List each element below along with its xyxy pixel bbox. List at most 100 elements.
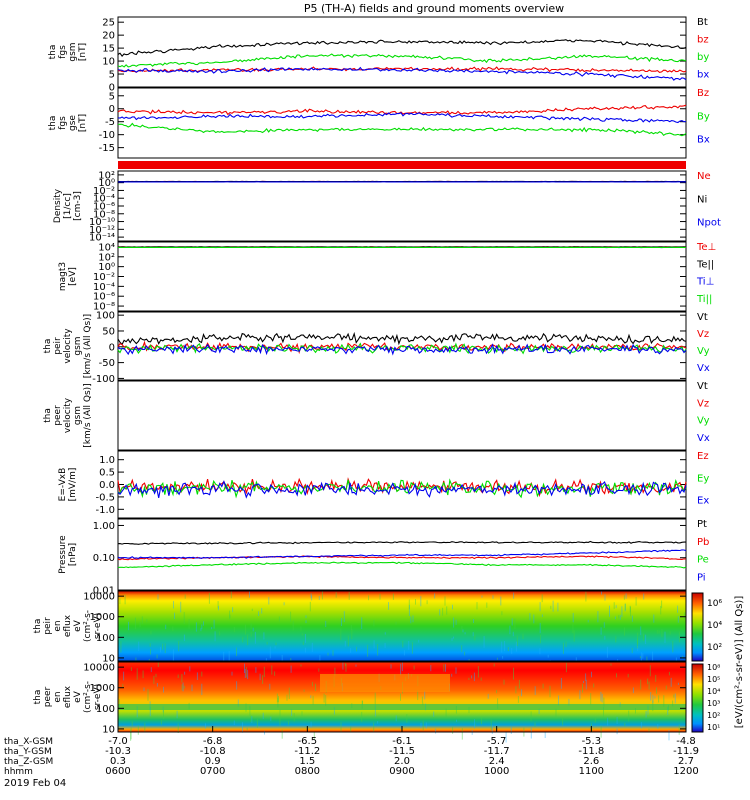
legend-Vy: Vy [697,416,710,427]
temperature-frame [117,241,687,312]
legend-Bx: Bx [697,135,710,146]
ytick-label: 10⁻¹² [89,225,115,236]
xaxis-row-label: tha_Y-GSM [4,747,52,757]
ytick-label: 1.0 [99,455,115,466]
xaxis-value: 2.6 [583,756,599,767]
legend-Ex: Ex [697,496,709,507]
series-fgs-mag-bz [117,66,687,74]
ytick-label: 100 [96,311,115,322]
ylabel: gsm [73,406,83,425]
ylabel: tha [33,619,43,634]
xaxis-value: 0600 [105,766,130,777]
colorbar-label: [eV/(cm²-s-sr-eV)] (All Qs)] [734,596,745,729]
ylabel: (cm²-s- [83,610,93,642]
ylabel: eflux [63,685,73,708]
colorbar-tick: 10¹ [707,723,720,732]
ytick-label: 10⁴ [98,242,115,253]
xaxis-value: 0.3 [110,756,126,767]
pressure-frame [117,518,687,591]
panel-ion-spectrogram: 10 100 1000 10000 tha peir en eflux eV (cm²-s-sr-… [33,590,687,669]
ytick-label: 100 [96,704,115,715]
ylabel: (cm²-s- [83,681,93,713]
ylabel: sr-eV) [93,613,103,639]
xaxis-value: 0.9 [205,756,221,767]
colorbar-tick: 10⁸ [707,663,720,672]
ytick-label: 25 [102,18,115,29]
ytick-label: 0.0 [99,480,115,491]
ytick-label: 10⁻² [93,272,115,283]
ylabel: eV [73,690,83,703]
legend-By: By [697,111,710,122]
colorbar-tick: 10⁴ [707,621,722,631]
ytick-label: 10 [102,57,115,68]
series-group-efield [117,477,687,499]
xaxis-value: -6.1 [392,736,412,747]
legend-Pb: Pb [697,537,709,548]
legend-Pt: Pt [697,519,707,530]
ytick-label: 10⁻⁴ [93,194,115,205]
ion-spectrogram-fill [118,591,686,661]
legend-Vx: Vx [697,363,710,374]
ylabel: [nPa] [68,543,78,566]
xaxis-value: 2.4 [489,756,505,767]
ylabel: tha [43,408,53,423]
ylabel: [cm-3] [73,191,83,221]
date-label: 2019 Feb 04 [4,778,66,789]
legend-Te⊥: Te⊥ [696,242,716,253]
ytick-label: 10⁻¹⁴ [89,233,115,244]
ytick-label: 5 [109,70,115,81]
xaxis-value: -6.5 [298,736,318,747]
ytick-label: 20 [102,31,115,42]
legend-Pi: Pi [697,572,706,583]
colorbar-tick: 10⁵ [707,675,720,684]
series-fgs-components-By [117,122,687,137]
xaxis-value: 1200 [673,766,698,777]
ytick-label: -50 [99,358,115,369]
series-group-pressure [117,540,687,569]
ylabel: magt3 [58,262,68,291]
legend-Vz: Vz [697,329,709,340]
legend-Vz: Vz [697,398,709,409]
xaxis-value: -11.5 [389,746,415,757]
ylabel: tha [33,690,43,705]
legend-Npot: Npot [697,218,721,229]
ylabel: fgs [58,116,68,130]
legend-bz: bz [697,35,709,46]
xaxis-value: 0900 [389,766,414,777]
ylabel: fgs [58,45,68,59]
ylabel: en [53,620,63,631]
ytick-label: 10⁻⁶ [93,292,115,303]
ytick-label: 0 [109,104,115,115]
ylabel: eV [73,619,83,632]
xaxis-value: -10.8 [200,746,226,757]
ylabel: tha [43,339,53,354]
fgs-mag-frame [117,16,687,88]
ytick-label: 10⁰ [98,178,115,189]
colorbar-tick: 10⁴ [707,687,720,696]
ylabel: [nT] [78,114,88,132]
panel-fgs-mag: 0 5 10 15 20 25 tha fgs gsm [nT] Bt bz by bx [48,16,709,94]
xaxis-value: -11.2 [294,746,320,757]
ytick-label: 10000 [83,663,115,674]
ytick-label: -1.0 [95,505,115,516]
xaxis-value: 1000 [484,766,509,777]
ylabel: peir [53,337,63,355]
ytick-label: 10⁻¹⁰ [89,217,115,228]
ytick-label: 50 [102,326,115,337]
ylabel: [nT] [78,43,88,61]
ylabel: [mV/m] [68,468,78,502]
ylabel: peer [43,686,53,707]
ytick-label: 1000 [90,683,115,694]
ytick-label: 10000 [83,592,115,603]
colorbar-tick: 10² [707,711,720,720]
ylabel: en [53,691,63,702]
chart-title: P5 (TH-A) fields and ground moments over… [304,2,564,15]
xaxis-value: -11.8 [578,746,604,757]
xaxis-value: -5.3 [582,736,602,747]
ylabel: peer [53,405,63,426]
ytick-label: 15 [102,44,115,55]
legend-Vt: Vt [697,312,708,323]
xaxis-row-label: hhmm [4,767,33,777]
